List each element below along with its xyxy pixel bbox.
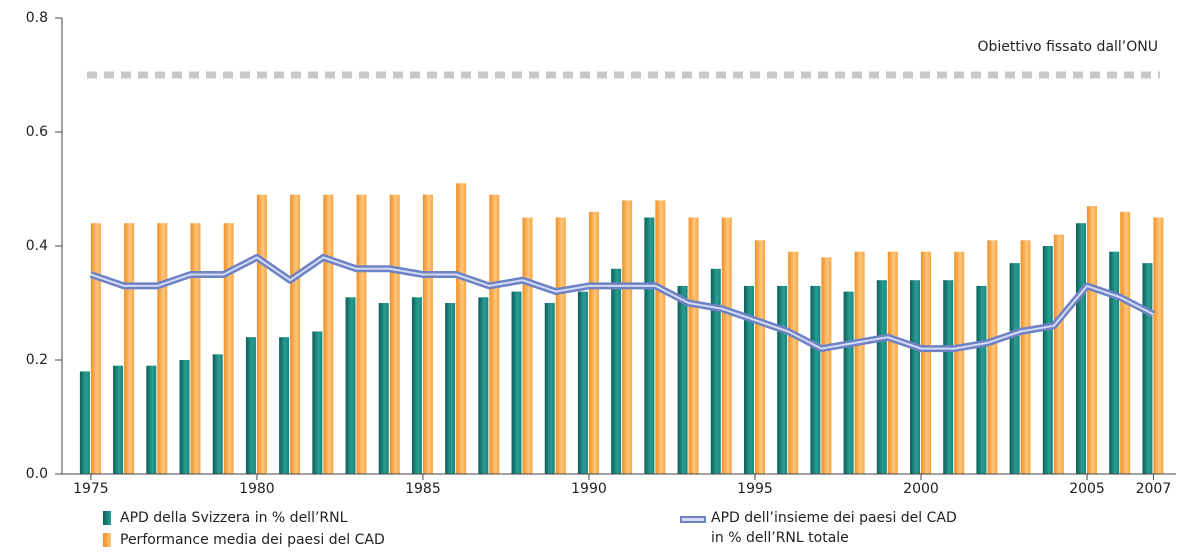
bar	[677, 285, 688, 474]
x-tick-label: 2005	[1069, 481, 1105, 497]
bar	[721, 217, 732, 474]
bar	[777, 285, 788, 474]
bar	[887, 251, 898, 474]
bar	[245, 337, 256, 474]
legend-swatch	[680, 516, 706, 523]
bar	[146, 365, 157, 474]
bar	[876, 280, 887, 474]
bar	[456, 183, 467, 475]
bar	[1087, 206, 1098, 474]
x-tick-label: 2007	[1136, 481, 1172, 497]
bar	[843, 291, 854, 474]
bar	[90, 223, 101, 474]
line-highlight	[90, 256, 1154, 350]
bar	[124, 223, 135, 474]
bar	[223, 223, 234, 474]
bar	[1053, 234, 1064, 474]
bar	[422, 194, 433, 474]
bar	[1142, 263, 1153, 474]
bar	[411, 297, 422, 474]
bar	[113, 365, 124, 474]
bar	[688, 217, 699, 474]
bar	[710, 268, 721, 474]
bar	[588, 211, 599, 475]
bar	[489, 194, 500, 474]
bar	[810, 285, 821, 474]
bar	[511, 291, 522, 474]
bar	[544, 303, 555, 474]
bar	[644, 217, 655, 474]
bar	[655, 200, 666, 474]
legend-label: APD della Svizzera in % dell’RNL	[120, 510, 348, 526]
bar	[378, 303, 389, 474]
bar	[976, 285, 987, 474]
target-label: Obiettivo fissato dall’ONU	[977, 39, 1158, 55]
bar	[312, 331, 323, 474]
bar	[1120, 211, 1131, 475]
x-tick-label: 2000	[903, 481, 939, 497]
bar	[256, 194, 267, 474]
bar	[323, 194, 334, 474]
bar	[79, 371, 90, 474]
bar	[1020, 240, 1031, 474]
bar	[157, 223, 168, 474]
bar	[555, 217, 566, 474]
legend-swatch	[103, 511, 111, 525]
bar	[345, 297, 356, 474]
bar	[743, 285, 754, 474]
x-tick-label: 1995	[737, 481, 773, 497]
bar	[987, 240, 998, 474]
bar	[212, 354, 223, 474]
y-tick-label: 0.8	[26, 10, 48, 26]
bar	[1153, 217, 1164, 474]
x-tick-label: 1985	[405, 481, 441, 497]
chart: 0.0 0.2 0.4 0.6 0.8 1975 1980 1985 1990 1995 2000 2…	[26, 10, 1176, 497]
bar	[821, 257, 832, 474]
bar	[754, 240, 765, 474]
bar	[179, 360, 190, 474]
bar	[1076, 223, 1087, 474]
y-tick-label: 0.2	[26, 352, 48, 368]
bar	[356, 194, 367, 474]
legend-label: Performance media dei paesi del CAD	[120, 532, 385, 548]
bar	[577, 291, 588, 474]
bar	[290, 194, 301, 474]
bar	[445, 303, 456, 474]
legend-swatch	[103, 533, 111, 547]
y-tick-label: 0.0	[26, 466, 48, 482]
bar	[622, 200, 633, 474]
bar	[389, 194, 400, 474]
bar	[943, 280, 954, 474]
bar	[854, 251, 865, 474]
bar	[1009, 263, 1020, 474]
bar	[921, 251, 932, 474]
bar	[190, 223, 201, 474]
x-tick-label: 1975	[73, 481, 109, 497]
y-tick-label: 0.4	[26, 238, 48, 254]
legend-label: APD dell’insieme dei paesi del CAD in % …	[711, 510, 957, 546]
x-tick-label: 1990	[571, 481, 607, 497]
bar	[910, 280, 921, 474]
bar	[788, 251, 799, 474]
bar	[522, 217, 533, 474]
bar	[478, 297, 489, 474]
bar	[954, 251, 965, 474]
y-tick-label: 0.6	[26, 124, 48, 140]
x-tick-label: 1980	[239, 481, 275, 497]
bar	[1042, 246, 1053, 474]
bar	[279, 337, 290, 474]
bar	[1109, 251, 1120, 474]
bar	[611, 268, 622, 474]
